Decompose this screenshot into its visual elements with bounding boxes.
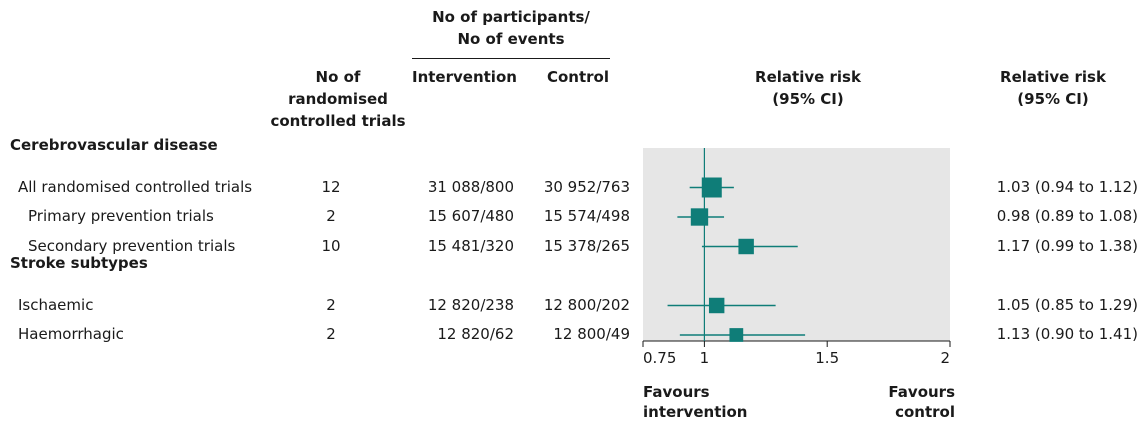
trials-header: No of randomised controlled trials	[268, 66, 408, 132]
favours-left-line1: Favours	[643, 383, 710, 401]
favours-intervention-label: Favours intervention	[643, 382, 748, 422]
trials-count: 2	[326, 207, 336, 225]
trials-count: 10	[321, 236, 341, 255]
study-label: Primary prevention trials	[28, 207, 214, 225]
control-value: 12 800/49	[553, 325, 630, 343]
header-divider	[412, 58, 610, 59]
participants-header-line2: No of events	[457, 30, 565, 48]
rr-ci-text: 0.98 (0.89 to 1.08)	[996, 207, 1138, 225]
x-tick-label-3: 2	[940, 349, 950, 367]
x-tick-label-0: 0.75	[643, 349, 676, 367]
intervention-value: 12 820/62	[437, 325, 514, 343]
participants-header-line1: No of participants/	[432, 8, 590, 26]
study-label: Secondary prevention trials	[28, 236, 236, 255]
trials-count: 2	[326, 325, 336, 343]
point-estimate	[729, 328, 744, 342]
control-header: Control	[546, 68, 609, 86]
rr-ci-text: 1.13 (0.90 to 1.41)	[996, 325, 1138, 343]
trials-header-line1: No of	[315, 68, 361, 86]
favours-control-label: Favours control	[855, 382, 955, 422]
study-label: All randomised controlled trials	[18, 177, 253, 196]
intervention-value: 31 088/800	[427, 177, 514, 196]
study-label: Haemorrhagic	[18, 325, 124, 343]
rr-plot-header-line2: (95% CI)	[772, 90, 844, 108]
point-estimate	[690, 208, 709, 226]
point-estimate	[738, 238, 754, 255]
favours-right-line2: control	[895, 403, 955, 421]
rr-text-header-line1: Relative risk	[1000, 68, 1106, 86]
section-heading: Cerebrovascular disease	[10, 136, 218, 154]
section-heading: Stroke subtypes	[10, 254, 148, 272]
x-tick-label-1: 1	[700, 349, 710, 367]
control-value: 30 952/763	[543, 177, 630, 196]
intervention-value: 15 607/480	[427, 207, 514, 225]
favours-left-line2: intervention	[643, 403, 748, 421]
study-label: Ischaemic	[18, 295, 94, 314]
trials-header-line3: controlled trials	[270, 112, 406, 130]
control-value: 15 378/265	[543, 236, 630, 255]
trials-header-line2: randomised	[288, 90, 388, 108]
participants-events-header: No of participants/ No of events	[412, 6, 610, 50]
control-value: 12 800/202	[543, 295, 630, 314]
rr-plot-header: Relative risk (95% CI)	[735, 66, 881, 110]
intervention-value: 15 481/320	[427, 236, 514, 255]
control-value: 15 574/498	[543, 207, 630, 225]
intervention-value: 12 820/238	[427, 295, 514, 314]
rr-ci-text: 1.03 (0.94 to 1.12)	[996, 177, 1138, 196]
point-estimate	[708, 297, 725, 314]
x-tick-label-2: 1.5	[815, 349, 839, 367]
intervention-header: Intervention	[412, 68, 517, 86]
plot-panel	[643, 148, 950, 341]
rr-ci-text: 1.05 (0.85 to 1.29)	[996, 295, 1138, 314]
trials-count: 2	[326, 295, 336, 314]
rr-text-header: Relative risk (95% CI)	[978, 66, 1128, 110]
rr-plot-header-line1: Relative risk	[755, 68, 861, 86]
rr-text-header-line2: (95% CI)	[1017, 90, 1089, 108]
favours-right-line1: Favours	[888, 383, 955, 401]
trials-count: 12	[321, 177, 341, 196]
rr-ci-text: 1.17 (0.99 to 1.38)	[996, 236, 1138, 255]
point-estimate	[701, 177, 722, 198]
